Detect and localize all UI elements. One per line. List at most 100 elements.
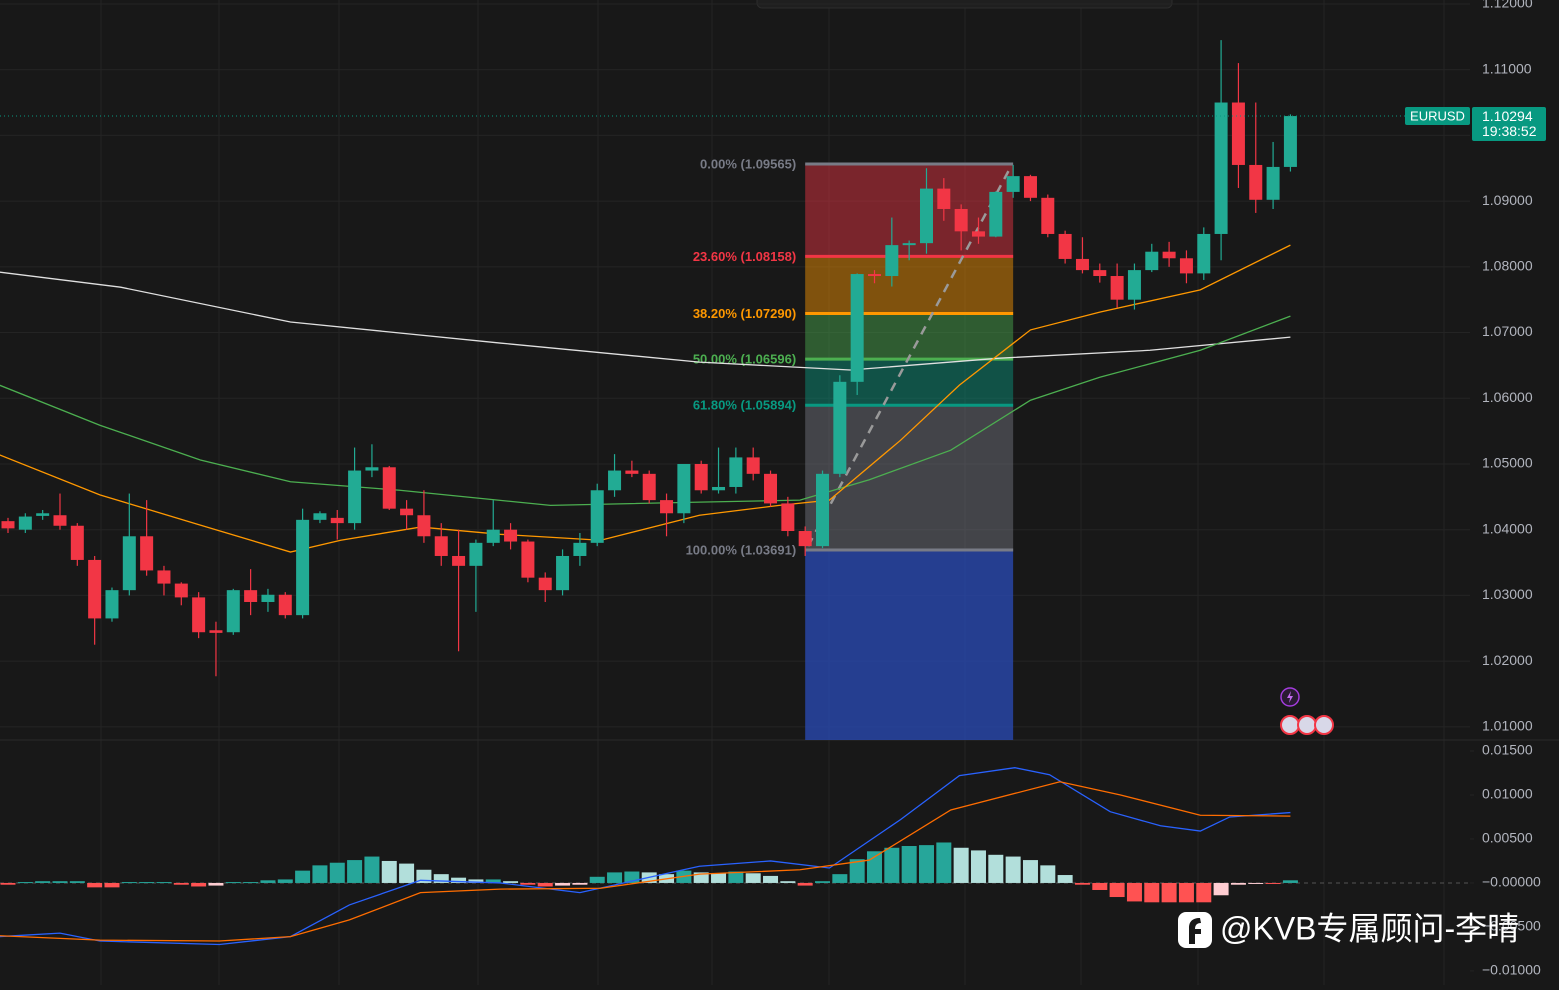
candle-body <box>1249 164 1263 200</box>
candle-body <box>122 536 136 591</box>
histogram-bar <box>953 847 969 883</box>
countdown: 19:38:52 <box>1482 123 1537 139</box>
symbol-label: EURUSD <box>1410 108 1465 123</box>
price-axis: 1.120001.110001.100001.090001.080001.070… <box>1405 0 1546 978</box>
histogram-bar <box>849 859 865 883</box>
y-tick-label: 1.08000 <box>1482 258 1533 274</box>
y-tick-label: −0.00500 <box>1482 918 1541 934</box>
candles <box>0 40 1470 677</box>
histogram-bar <box>347 860 363 883</box>
lightning <box>1287 691 1293 703</box>
event-icons[interactable] <box>1280 687 1334 735</box>
candle-body <box>625 470 639 474</box>
candle-body <box>226 590 240 633</box>
candle-body <box>816 473 830 547</box>
histogram-bar <box>711 873 727 883</box>
candle-body <box>937 188 951 209</box>
histogram-bar <box>537 882 553 887</box>
fib-zone <box>805 256 1014 314</box>
histogram-bar <box>763 875 779 883</box>
candle-body <box>140 536 154 571</box>
candle-body <box>573 542 587 556</box>
candle-body <box>244 590 258 602</box>
flag-icon[interactable] <box>1314 715 1334 735</box>
y-tick-label: 1.09000 <box>1482 192 1533 208</box>
candle-body <box>330 517 344 524</box>
histogram-bar <box>364 856 380 883</box>
histogram-bar <box>901 846 917 883</box>
y-tick-label: 1.02000 <box>1482 652 1533 668</box>
candle-body <box>1283 116 1297 167</box>
candle-body <box>1075 258 1089 271</box>
candle-body <box>452 555 466 566</box>
candle-body <box>157 570 171 584</box>
candle-body <box>1214 102 1228 234</box>
histogram-bar <box>520 882 536 885</box>
histogram-bar <box>884 847 900 883</box>
histogram-bar <box>988 854 1004 883</box>
candle-body <box>192 597 206 633</box>
candle-body <box>1231 102 1245 165</box>
histogram-bar <box>867 851 882 883</box>
candle-body <box>694 463 708 491</box>
histogram-bar <box>295 870 311 883</box>
fib-label: 38.20% (1.07290) <box>693 306 796 321</box>
histogram-bar <box>329 862 345 883</box>
candle-body <box>677 463 691 514</box>
candle-body <box>729 457 743 487</box>
histogram-bar <box>191 882 207 887</box>
candle-body <box>261 594 275 602</box>
y-tick-label: 1.04000 <box>1482 520 1533 536</box>
candle-body <box>798 531 812 547</box>
histogram-bar <box>1230 882 1246 885</box>
y-tick-label: 1.12000 <box>1482 0 1533 11</box>
histogram-bar <box>555 882 571 886</box>
y-tick-label: 0.01000 <box>1482 786 1533 802</box>
watermark-group: @KVB专属顾问-李晴 <box>1178 910 1519 948</box>
candle-body <box>348 470 362 524</box>
candle-body <box>954 208 968 232</box>
candle-body <box>521 541 535 578</box>
flag-icon[interactable] <box>1280 715 1300 735</box>
candle-body <box>850 274 864 382</box>
histogram-bar <box>1074 882 1090 885</box>
candle-body <box>1041 197 1055 234</box>
candle-body <box>365 467 379 471</box>
histogram-bar <box>104 882 120 888</box>
candle-body <box>70 525 84 560</box>
y-tick-label: 0.01500 <box>1482 742 1533 758</box>
candle-body <box>781 503 795 532</box>
histogram-bar <box>277 879 293 883</box>
y-tick-label: 1.01000 <box>1482 718 1533 734</box>
candle-body <box>382 467 396 509</box>
histogram-bar <box>433 874 449 883</box>
histogram-bar <box>1005 856 1021 883</box>
histogram-bar <box>451 877 467 883</box>
candle-body <box>538 577 552 591</box>
histogram-bar <box>624 871 640 883</box>
macd-line <box>0 781 1291 942</box>
histogram-bar <box>0 882 16 885</box>
candle-body <box>608 470 622 491</box>
histogram-bar <box>243 882 259 884</box>
histogram-bar <box>156 882 172 884</box>
candle-body <box>1 521 15 529</box>
histogram-bar <box>1213 882 1229 896</box>
candle-body <box>1127 270 1141 300</box>
histogram-bar <box>1196 882 1212 903</box>
histogram-bar <box>173 882 189 885</box>
histogram-bar <box>1144 882 1160 903</box>
flag-icon[interactable] <box>1297 715 1317 735</box>
candle-body <box>1110 276 1124 300</box>
watermark: @KVB专属顾问-李晴 <box>1220 910 1519 946</box>
candle-body <box>209 630 223 633</box>
histogram-bar <box>693 872 709 883</box>
histogram-bar <box>780 881 796 883</box>
histogram-bar <box>381 860 397 883</box>
candle-body <box>712 486 726 491</box>
y-tick-label: 0.00500 <box>1482 830 1533 846</box>
candle-body <box>105 590 119 619</box>
histogram-bar <box>815 881 831 883</box>
